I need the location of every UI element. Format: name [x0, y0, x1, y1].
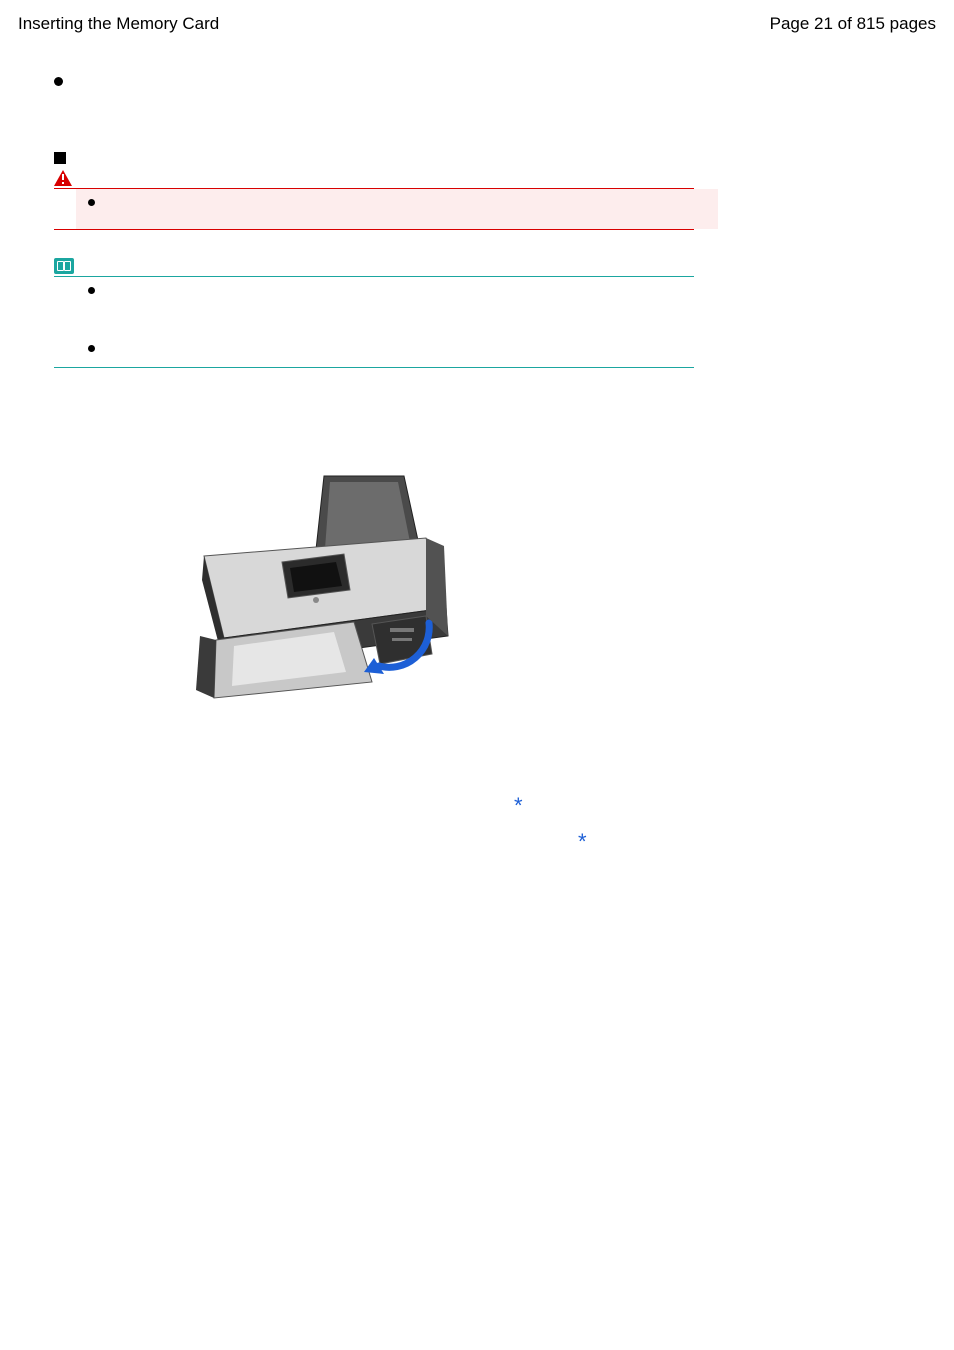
star-marker-1: *: [514, 793, 523, 818]
divider-teal-bottom: [54, 367, 694, 368]
body-content: Placeholder body text that in the source…: [18, 74, 754, 855]
printer-svg: [174, 468, 474, 708]
divider-red-bottom: [54, 229, 694, 230]
note-book-icon: [54, 258, 74, 274]
header-title: Inserting the Memory Card: [18, 14, 219, 34]
bullet-icon: [54, 77, 63, 86]
footnote-markers: * *: [54, 793, 754, 855]
important-box: Important notice content placeholder lin…: [76, 189, 718, 229]
bullet-list-item: Placeholder body text that in the source…: [54, 74, 754, 152]
note-box: Note item one placeholder text explainin…: [76, 277, 718, 367]
note-item: Note item two placeholder text.: [88, 341, 706, 365]
bullet-icon: [88, 345, 95, 352]
bullet-icon: [88, 199, 95, 206]
important-label-row: [54, 170, 754, 188]
printer-illustration: [54, 428, 754, 793]
page-root: Inserting the Memory Card Page 21 of 815…: [0, 0, 954, 1350]
header-page-number: Page 21 of 815 pages: [770, 14, 936, 34]
star-marker-2: *: [578, 829, 587, 854]
note-item: Note item one placeholder text explainin…: [88, 283, 706, 341]
warning-triangle-icon: [54, 170, 72, 186]
square-icon: [54, 152, 66, 164]
bullet-icon: [88, 287, 95, 294]
section-heading: [54, 152, 754, 170]
page-header: Inserting the Memory Card Page 21 of 815…: [18, 10, 936, 74]
note-label-row: [54, 258, 754, 276]
